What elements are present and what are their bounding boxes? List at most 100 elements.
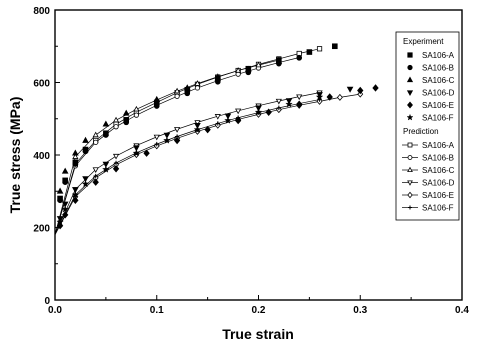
experiment-point [61,205,69,213]
x-axis-title: True strain [222,326,294,342]
experiment-point [275,57,283,64]
legend-experiment-label: SA106-C [422,76,455,85]
experiment-point [112,165,120,173]
experiment-point [214,74,222,81]
experiment-point [82,148,89,155]
experiment-point [204,125,211,134]
data-layer [54,43,379,235]
experiment-point [133,145,140,152]
experiment-point [234,116,242,125]
experiment-point [56,218,64,226]
prediction-series-sa106-c [54,56,282,235]
experiment-point [103,132,109,138]
experiment-point [122,109,130,116]
y-tick-label: 0 [44,296,50,307]
experiment-point [173,136,181,145]
prediction-line [54,93,361,235]
experiment-point [71,190,80,199]
legend-experiment-marker [407,101,413,109]
experiment-point [315,93,324,101]
experiment-point [183,84,191,91]
experiment-point [153,95,161,102]
legend-prediction-header: Prediction [403,127,439,136]
legend-experiment-marker [407,64,413,71]
prediction-point [194,80,201,86]
prediction-point [255,61,262,68]
experiment-point [372,84,379,92]
prediction-point [174,93,180,99]
legend-experiment-marker [406,76,414,83]
experiment-point [265,108,272,116]
y-tick-label: 800 [33,6,50,17]
x-tick-label: 0.2 [252,305,266,316]
prediction-point [93,173,98,179]
prediction-point [215,121,220,126]
legend-prediction-label: SA106-D [422,179,455,188]
experiment-point [72,149,79,156]
experiment-point [72,187,79,194]
legend-prediction-label: SA106-A [422,141,455,150]
prediction-series-sa106-d [54,90,323,235]
experiment-point [123,119,130,126]
x-tick-label: 0.0 [48,305,62,316]
prediction-point [336,93,343,101]
experiment-point [72,196,79,205]
legend-experiment-marker [406,113,414,121]
experiment-point [82,136,89,143]
x-tick-label: 0.4 [455,305,469,316]
experiment-point [143,149,150,157]
experiment-point [81,180,90,188]
experiment-series-sa106-f [56,93,324,226]
experiment-point [102,161,110,168]
experiment-point [224,116,232,124]
y-tick-label: 400 [33,151,50,162]
prediction-point [154,141,159,147]
prediction-point [92,131,99,138]
prediction-point [174,87,181,94]
legend-prediction-label: SA106-B [422,154,454,163]
experiment-series-sa106-d [56,86,354,223]
experiment-point [296,100,303,108]
prediction-point [112,153,120,160]
experiment-point [357,86,364,95]
prediction-line [54,99,320,235]
x-tick-label: 0.3 [353,305,367,316]
prediction-point [235,67,242,73]
legend-items: SA106-A SA106-B SA106-C SA106-D SA106-E SA106… [402,51,455,213]
legend-prediction-label: SA106-C [422,166,455,175]
prediction-point [316,46,323,52]
experiment-point [184,90,191,97]
experiment-point [224,113,232,120]
legend-experiment-label: SA106-D [422,89,455,98]
experiment-point [57,197,63,204]
x-tick-label: 0.1 [150,305,164,316]
prediction-line [54,59,279,235]
experiment-series-sa106-b [57,55,303,204]
prediction-point [296,94,303,101]
prediction-point [113,124,119,130]
experiment-point [153,103,160,109]
legend-prediction-marker [407,155,413,160]
experiment-point [296,55,303,61]
legend-experiment-header: Experiment [403,37,444,46]
experiment-point [92,178,99,186]
prediction-series-sa106-f [54,97,322,235]
prediction-point [133,112,139,118]
experiment-point [72,161,79,167]
experiment-point [102,165,110,173]
experiment-point [285,100,293,108]
prediction-point [133,105,140,112]
legend-experiment-label: SA106-E [422,101,454,110]
experiment-point [332,43,338,50]
experiment-point [56,187,64,194]
legend-experiment-label: SA106-F [422,114,454,123]
legend: Experiment Prediction SA106-ASA106-BSA10… [395,31,460,221]
y-tick-label: 200 [33,224,50,235]
prediction-line [54,57,300,235]
experiment-point [163,136,171,144]
experiment-point [306,49,313,55]
prediction-point [153,134,160,141]
prediction-point [174,127,181,133]
experiment-point [61,201,69,208]
